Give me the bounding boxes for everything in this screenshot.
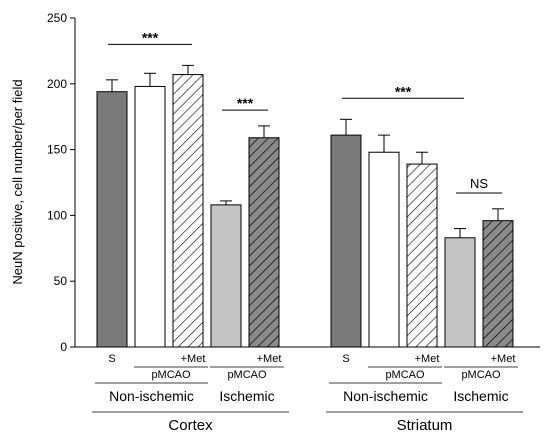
y-tick-label: 50 — [54, 274, 68, 288]
bar — [172, 74, 204, 348]
bar-label: +Met — [257, 353, 282, 365]
bar — [248, 137, 280, 348]
bar-label: +Met — [415, 353, 440, 365]
pmcao-label: pMCAO — [461, 369, 501, 381]
significance-label: *** — [237, 95, 254, 111]
x-axis-labels: S +Met +Met pMCAO pMCAO Non-ischemic Ischemic C… — [92, 353, 523, 434]
y-tick-label: 100 — [47, 208, 67, 222]
bar — [330, 134, 362, 348]
bar — [482, 220, 514, 348]
bar — [368, 151, 400, 348]
subgroup-label: Ischemic — [453, 388, 508, 404]
significance-label: NS — [470, 176, 488, 191]
y-tick-label: 200 — [47, 77, 67, 91]
group-label: Cortex — [168, 417, 213, 434]
bar — [406, 163, 438, 348]
y-tick-label: 0 — [60, 340, 67, 354]
bar — [444, 237, 476, 348]
group-label: Striatum — [397, 417, 453, 434]
pmcao-label: pMCAO — [227, 369, 267, 381]
y-tick-label: 250 — [47, 11, 67, 25]
pmcao-label: pMCAO — [385, 369, 425, 381]
significance-label: *** — [142, 29, 159, 45]
subgroup-label: Non-ischemic — [109, 388, 194, 404]
bar — [134, 85, 166, 348]
significance-label: *** — [395, 83, 412, 99]
y-tick-label: 150 — [47, 143, 67, 157]
bar-label: +Met — [491, 353, 516, 365]
y-axis-label: NeuN positive, cell number/per field — [10, 79, 25, 284]
bars — [96, 74, 514, 348]
bar — [96, 91, 128, 348]
pmcao-label: pMCAO — [151, 369, 191, 381]
significance-markers: *** *** *** NS — [108, 29, 502, 194]
error-bars — [106, 64, 504, 238]
subgroup-label: Ischemic — [219, 388, 274, 404]
bar-label: S — [108, 353, 115, 365]
bar-label: +Met — [181, 353, 206, 365]
subgroup-label: Non-ischemic — [343, 388, 428, 404]
bar — [210, 204, 242, 348]
bar-label: S — [342, 353, 349, 365]
